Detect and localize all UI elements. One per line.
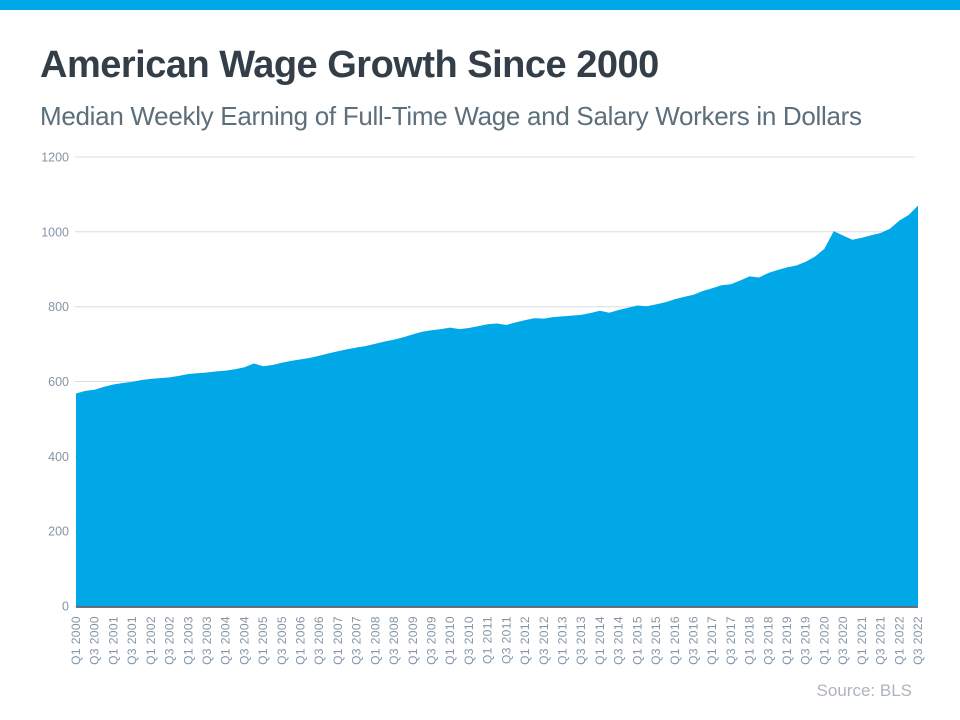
x-tick-label: Q3 2019 [799, 616, 813, 665]
y-tick-label: 800 [48, 300, 69, 314]
y-tick-label: 400 [48, 450, 69, 464]
x-tick-label: Q3 2011 [499, 616, 513, 664]
x-tick-label: Q3 2021 [874, 616, 888, 665]
y-tick-label: 1000 [41, 225, 69, 239]
x-tick-label: Q1 2005 [256, 616, 270, 665]
x-tick-label: Q1 2015 [630, 616, 644, 665]
x-tick-label: Q3 2016 [687, 616, 701, 665]
x-tick-label: Q1 2004 [219, 616, 233, 665]
y-tick-label: 600 [48, 375, 69, 389]
page-title: American Wage Growth Since 2000 [40, 44, 659, 86]
y-tick-label: 1200 [41, 151, 69, 165]
x-tick-label: Q3 2002 [163, 616, 177, 665]
plot-svg: 0 200 400 600 800 1000 1200 Q1 2000 Q3 2000 Q1 20… [41, 151, 925, 665]
x-tick-label: Q3 2003 [200, 616, 214, 665]
x-tick-label: Q3 2022 [911, 616, 925, 665]
x-tick-label: Q1 2016 [668, 616, 682, 665]
x-tick-label: Q1 2010 [443, 616, 457, 665]
x-tick-label: Q1 2008 [368, 616, 382, 665]
x-tick-label: Q3 2015 [649, 616, 663, 665]
top-accent-bar [0, 0, 960, 10]
x-tick-label: Q3 2006 [312, 616, 326, 665]
x-tick-label: Q1 2021 [855, 616, 869, 665]
x-tick-label: Q1 2006 [294, 616, 308, 665]
x-tick-label: Q1 2002 [144, 616, 158, 665]
x-tick-label: Q1 2013 [556, 616, 570, 665]
page-subtitle: Median Weekly Earning of Full-Time Wage … [40, 101, 862, 131]
x-tick-label: Q3 2005 [275, 616, 289, 665]
x-tick-label: Q1 2020 [817, 616, 831, 665]
x-tick-label: Q1 2018 [743, 616, 757, 665]
wage-area-series [76, 205, 918, 606]
x-tick-label: Q3 2020 [836, 616, 850, 665]
x-tick-label: Q1 2001 [106, 616, 120, 665]
x-tick-label: Q1 2007 [331, 616, 345, 665]
x-tick-label: Q3 2004 [237, 616, 251, 665]
x-tick-label: Q3 2014 [612, 616, 626, 665]
x-tick-label: Q3 2007 [350, 616, 364, 665]
x-tick-label: Q3 2010 [462, 616, 476, 665]
x-tick-label: Q3 2013 [574, 616, 588, 665]
x-tick-label: Q3 2017 [724, 616, 738, 665]
x-tick-label: Q1 2022 [892, 616, 906, 665]
x-tick-label: Q1 2003 [181, 616, 195, 665]
wage-area-chart: 0 200 400 600 800 1000 1200 Q1 2000 Q3 2000 Q1 20… [0, 145, 960, 720]
x-tick-label: Q1 2009 [406, 616, 420, 665]
x-tick-label: Q3 2008 [387, 616, 401, 665]
x-tick-label: Q1 2019 [780, 616, 794, 665]
x-tick-label: Q1 2014 [593, 616, 607, 665]
x-tick-label: Q3 2009 [425, 616, 439, 665]
y-tick-label: 200 [48, 525, 69, 539]
x-tick-label: Q1 2012 [518, 616, 532, 665]
x-tick-label: Q3 2001 [125, 616, 139, 665]
x-tick-label: Q3 2000 [88, 616, 102, 665]
x-tick-label: Q1 2017 [705, 616, 719, 665]
y-tick-label: 0 [62, 600, 69, 614]
source-caption: Source: BLS [816, 681, 912, 700]
x-tick-label: Q1 2011 [481, 616, 495, 664]
x-tick-label: Q3 2018 [761, 616, 775, 665]
x-tick-label: Q1 2000 [69, 616, 83, 665]
x-tick-label: Q3 2012 [537, 616, 551, 665]
